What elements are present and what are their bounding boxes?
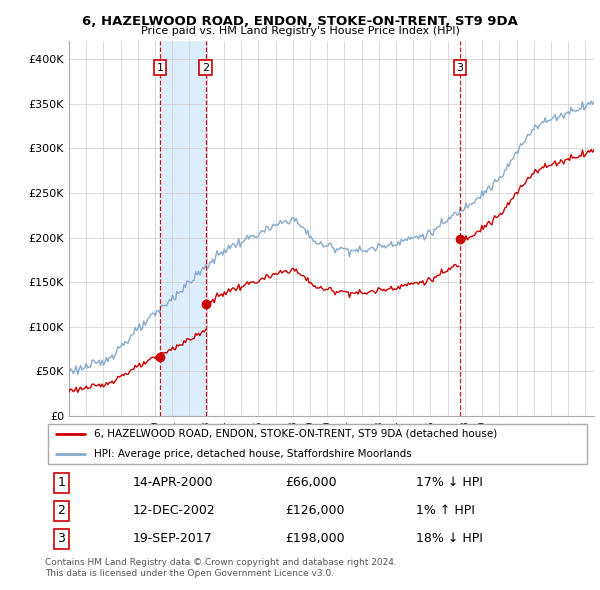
Text: 12-DEC-2002: 12-DEC-2002 (133, 504, 215, 517)
Text: 2: 2 (202, 63, 209, 73)
Text: 3: 3 (58, 532, 65, 545)
Text: 19-SEP-2017: 19-SEP-2017 (133, 532, 212, 545)
Text: 6, HAZELWOOD ROAD, ENDON, STOKE-ON-TRENT, ST9 9DA: 6, HAZELWOOD ROAD, ENDON, STOKE-ON-TRENT… (82, 15, 518, 28)
Text: 6, HAZELWOOD ROAD, ENDON, STOKE-ON-TRENT, ST9 9DA (detached house): 6, HAZELWOOD ROAD, ENDON, STOKE-ON-TRENT… (94, 429, 497, 439)
Text: £198,000: £198,000 (285, 532, 345, 545)
Text: Contains HM Land Registry data © Crown copyright and database right 2024.
This d: Contains HM Land Registry data © Crown c… (45, 558, 397, 578)
Text: 18% ↓ HPI: 18% ↓ HPI (416, 532, 483, 545)
Text: Price paid vs. HM Land Registry's House Price Index (HPI): Price paid vs. HM Land Registry's House … (140, 26, 460, 36)
Text: £66,000: £66,000 (285, 477, 337, 490)
Text: 1: 1 (58, 477, 65, 490)
Bar (160, 41, 206, 416)
FancyBboxPatch shape (48, 424, 587, 464)
Text: HPI: Average price, detached house, Staffordshire Moorlands: HPI: Average price, detached house, Staf… (94, 449, 412, 459)
Text: 1% ↑ HPI: 1% ↑ HPI (416, 504, 475, 517)
Text: 2: 2 (58, 504, 65, 517)
Text: 1: 1 (157, 63, 163, 73)
Text: 17% ↓ HPI: 17% ↓ HPI (416, 477, 483, 490)
Text: 3: 3 (457, 63, 464, 73)
Text: 14-APR-2000: 14-APR-2000 (133, 477, 213, 490)
Text: £126,000: £126,000 (285, 504, 345, 517)
